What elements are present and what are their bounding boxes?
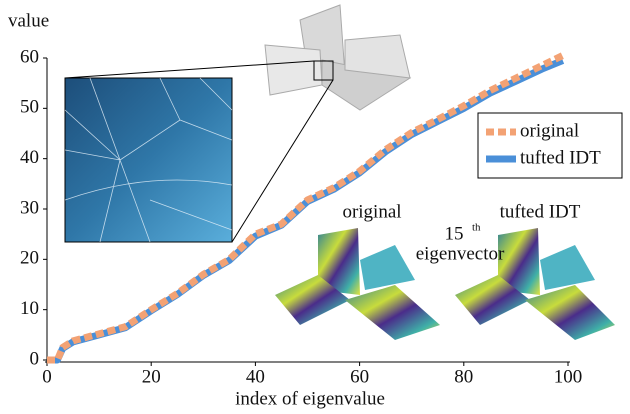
x-tick-label: 20 (142, 366, 161, 387)
x-tick-label: 80 (454, 366, 473, 387)
legend-label: original (520, 120, 579, 141)
y-tick-label: 0 (30, 348, 40, 369)
y-tick-label: 30 (20, 197, 39, 218)
y-tick-label: 10 (20, 298, 39, 319)
annotation: th (472, 222, 481, 234)
annotation: 15 (445, 223, 464, 244)
annotation: eigenvector (416, 243, 505, 264)
x-axis-label: index of eigenvalue (235, 388, 385, 409)
mesh-render-top (265, 5, 410, 110)
y-tick-label: 40 (20, 147, 39, 168)
x-tick-label: 100 (554, 366, 583, 387)
legend-label: tufted IDT (520, 147, 601, 168)
x-tick-label: 40 (246, 366, 265, 387)
y-tick-label: 20 (20, 248, 39, 269)
x-tick-label: 0 (42, 366, 52, 387)
x-tick-label: 60 (350, 366, 369, 387)
y-tick-label: 50 (20, 97, 39, 118)
y-axis-label: value (8, 10, 49, 31)
y-tick-label: 60 (20, 46, 39, 67)
annotation: tufted IDT (500, 201, 581, 222)
chart: value index of eigenvalue original tufte… (0, 0, 630, 414)
annotation: original (342, 201, 401, 222)
